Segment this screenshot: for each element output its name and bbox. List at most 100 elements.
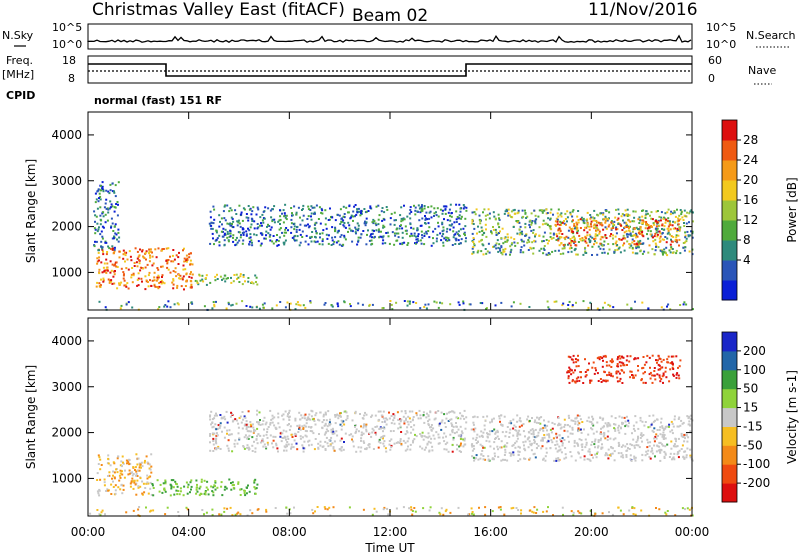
scatter-cell — [96, 260, 99, 263]
scatter-cell — [131, 267, 134, 269]
scatter-cell — [288, 411, 290, 414]
scatter-cell — [557, 422, 560, 425]
scatter-cell — [96, 257, 99, 260]
scatter-cell — [409, 448, 412, 451]
scatter-cell — [463, 205, 466, 208]
scatter-cell — [489, 445, 492, 448]
scatter-cell — [655, 231, 658, 234]
scatter-cell — [494, 437, 497, 439]
scatter-cell — [308, 413, 311, 416]
scatter-cell — [590, 443, 593, 446]
scatter-cell — [360, 446, 363, 449]
scatter-cell — [232, 234, 235, 237]
scatter-cell — [543, 436, 546, 439]
scatter-cell — [261, 233, 264, 236]
colorbar-segment — [722, 220, 737, 241]
scatter-cell — [261, 423, 264, 426]
scatter-cell — [252, 206, 255, 209]
scatter-cell — [213, 303, 216, 306]
scatter-cell — [275, 444, 278, 447]
scatter-cell — [393, 219, 396, 222]
scatter-cell — [223, 217, 226, 220]
scatter-cell — [344, 410, 347, 413]
scatter-cell — [459, 228, 462, 231]
scatter-cell — [670, 246, 673, 249]
scatter-cell — [273, 218, 276, 221]
scatter-cell — [564, 218, 567, 220]
scatter-cell — [161, 274, 164, 277]
scatter-cell — [658, 215, 661, 218]
scatter-cell — [377, 204, 380, 207]
scatter-cell — [656, 233, 659, 236]
scatter-cell — [584, 226, 586, 229]
scatter-cell — [302, 304, 305, 307]
scatter-cell — [264, 237, 267, 240]
scatter-cell — [664, 445, 667, 448]
scatter-cell — [515, 429, 518, 432]
scatter-cell — [620, 361, 623, 364]
scatter-cell — [330, 304, 333, 306]
scatter-cell — [336, 303, 339, 306]
scatter-cell — [531, 428, 534, 431]
scatter-cell — [319, 440, 322, 443]
scatter-cell — [462, 302, 465, 305]
scatter-cell — [150, 509, 152, 512]
scatter-cell — [629, 454, 632, 457]
scatter-cell — [675, 355, 678, 358]
scatter-cell — [190, 479, 193, 482]
scatter-cell — [666, 443, 669, 446]
scatter-cell — [527, 437, 530, 440]
scatter-cell — [105, 271, 108, 274]
scatter-cell — [557, 229, 560, 232]
scatter-cell — [533, 439, 536, 441]
scatter-cell — [462, 227, 465, 230]
scatter-cell — [245, 233, 248, 236]
scatter-cell — [610, 415, 613, 418]
scatter-cell — [443, 440, 446, 443]
scatter-cell — [229, 235, 232, 238]
scatter-cell — [547, 506, 549, 509]
x-tick-label: 04:00 — [171, 525, 206, 539]
scatter-cell — [295, 303, 298, 306]
scatter-cell — [155, 256, 158, 259]
scatter-cell — [231, 420, 234, 423]
scatter-cell — [231, 217, 234, 220]
scatter-cell — [154, 248, 157, 251]
scatter-cell — [428, 236, 431, 239]
scatter-cell — [247, 437, 250, 440]
scatter-cell — [437, 221, 439, 224]
scatter-cell — [278, 219, 281, 222]
scatter-cell — [669, 233, 671, 236]
scatter-cell — [375, 433, 377, 436]
scatter-cell — [665, 218, 668, 221]
scatter-cell — [186, 508, 189, 511]
scatter-cell — [213, 417, 216, 420]
scatter-cell — [618, 238, 621, 240]
scatter-cell — [266, 225, 268, 228]
scatter-cell — [324, 423, 327, 426]
scatter-cell — [406, 300, 409, 303]
scatter-cell — [634, 513, 637, 516]
scatter-cell — [411, 510, 414, 512]
scatter-cell — [514, 442, 517, 445]
scatter-cell — [343, 423, 346, 426]
scatter-cell — [96, 222, 99, 225]
scatter-cell — [660, 448, 663, 451]
scatter-cell — [377, 228, 380, 231]
nave-tick-top: 60 — [708, 54, 722, 67]
scatter-cell — [616, 358, 619, 361]
scatter-cell — [101, 188, 104, 190]
scatter-cell — [430, 424, 433, 426]
scatter-cell — [132, 466, 135, 469]
scatter-cell — [446, 412, 448, 415]
scatter-cell — [226, 232, 229, 235]
scatter-cell — [585, 374, 588, 377]
scatter-cell — [295, 228, 298, 231]
scatter-cell — [616, 376, 619, 379]
scatter-cell — [612, 360, 614, 363]
scatter-cell — [539, 422, 542, 425]
scatter-cell — [572, 354, 575, 357]
scatter-cell — [374, 426, 377, 428]
scatter-cell — [288, 409, 291, 412]
scatter-cell — [527, 446, 530, 449]
